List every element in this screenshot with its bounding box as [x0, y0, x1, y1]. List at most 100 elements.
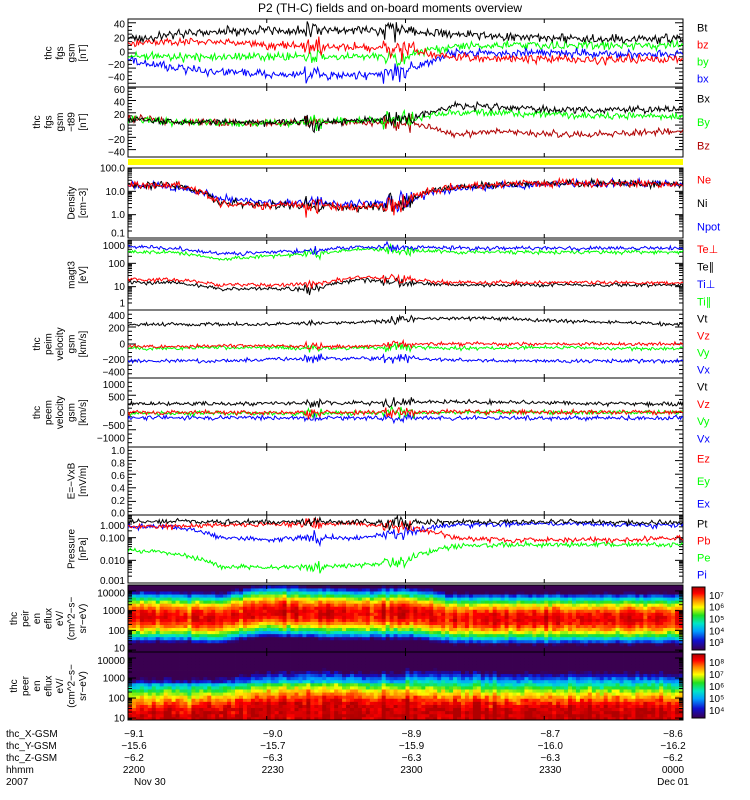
spectrogram-cell	[342, 701, 347, 705]
spectrogram-cell	[381, 594, 387, 598]
spectrogram-cell	[159, 689, 165, 693]
spectrogram-cell	[294, 652, 299, 656]
spectrogram-cell	[675, 618, 680, 622]
spectrogram-cell	[262, 686, 268, 690]
spectrogram-cell	[135, 689, 141, 693]
spectrogram-cell	[179, 701, 184, 705]
spectrogram-cell	[536, 618, 541, 622]
spectrogram-cell	[191, 621, 196, 625]
spectrogram-cell	[346, 624, 351, 629]
spectrogram-cell	[599, 600, 605, 604]
spectrogram-cell	[560, 630, 565, 635]
spectrogram-cell	[607, 615, 613, 619]
spectrogram-cell	[330, 615, 335, 619]
spectrogram-cell	[159, 682, 165, 687]
spectrogram-cell	[207, 612, 212, 616]
spectrogram-cell	[167, 633, 172, 638]
spectrogram-cell	[159, 652, 165, 656]
spectrogram-cell	[453, 609, 458, 613]
spectrogram-cell	[663, 585, 668, 589]
y-tick-label: 1.000	[100, 521, 125, 532]
spectrogram-cell	[143, 612, 149, 616]
spectrogram-cell	[254, 594, 260, 598]
spectrogram-cell	[330, 692, 335, 696]
spectrogram-cell	[179, 633, 184, 638]
spectrogram-cell	[583, 648, 589, 653]
spectrogram-cell	[405, 624, 410, 629]
spectrogram-cell	[556, 591, 561, 595]
spectrogram-cell	[223, 658, 228, 662]
spectrogram-cell	[235, 606, 240, 610]
spectrogram-cell	[575, 588, 581, 592]
spectrogram-cell	[147, 661, 153, 665]
spectrogram-cell	[266, 636, 272, 641]
spectrogram-cell	[591, 603, 597, 607]
spectrogram-cell	[619, 597, 624, 601]
spectrogram-cell	[516, 627, 521, 632]
spectrogram-cell	[365, 621, 371, 625]
spectrogram-cell	[147, 713, 153, 718]
spectrogram-cell	[540, 609, 545, 613]
spectrogram-cell	[679, 588, 684, 592]
legend-Bx: Bx	[697, 94, 710, 106]
spectrogram-cell	[298, 682, 303, 687]
spectrogram-cell	[350, 612, 355, 616]
spectrogram-cell	[675, 585, 680, 589]
spectrogram-cell	[286, 645, 291, 650]
spectrogram-cell	[219, 600, 224, 604]
spectrogram-cell	[195, 609, 200, 613]
spectrogram-cell	[155, 597, 161, 601]
spectrogram-cell	[199, 655, 204, 659]
spectrogram-cell	[334, 689, 339, 693]
spectrogram-cell	[282, 645, 287, 650]
spectrogram-cell	[619, 633, 624, 638]
spectrogram-cell	[179, 689, 184, 693]
spectrogram-cell	[147, 695, 153, 699]
spectrogram-cell	[611, 630, 616, 635]
spectrogram-cell	[472, 612, 478, 616]
spectrogram-cell	[350, 624, 355, 629]
spectrogram-cell	[139, 600, 145, 604]
spectrogram-cell	[278, 615, 283, 619]
spectrogram-cell	[405, 648, 410, 653]
spectrogram-cell	[195, 600, 200, 604]
spectrogram-cell	[151, 597, 157, 601]
spectrogram-cell	[643, 627, 648, 632]
spectrogram-cell	[528, 642, 533, 647]
spectrogram-cell	[179, 624, 184, 629]
spectrogram-cell	[409, 648, 414, 653]
spectrogram-cell	[163, 636, 169, 641]
spectrogram-cell	[219, 692, 224, 696]
spectrogram-cell	[445, 600, 450, 604]
spectrogram-cell	[270, 692, 276, 696]
spectrogram-cell	[437, 618, 442, 622]
spectrogram-cell	[231, 652, 236, 656]
spectrogram-cell	[397, 630, 402, 635]
spectrogram-cell	[266, 624, 272, 629]
spectrogram-cell	[294, 609, 299, 613]
spectrogram-cell	[183, 597, 188, 601]
spectrogram-cell	[516, 639, 521, 644]
spectrogram-cell	[579, 636, 585, 641]
spectrogram-cell	[183, 633, 188, 638]
spectrogram-cell	[207, 676, 212, 681]
spectrogram-cell	[512, 588, 517, 592]
spectrogram-cell	[211, 624, 216, 629]
spectrogram-cell	[179, 710, 184, 715]
spectrogram-cell	[135, 676, 141, 681]
spectrogram-cell	[599, 618, 605, 622]
spectrogram-cell	[262, 618, 268, 622]
spectrogram-cell	[195, 615, 200, 619]
spectrogram-cell	[235, 661, 240, 665]
spectrogram-cell	[421, 597, 426, 601]
y-axis-label: gsm	[67, 335, 78, 354]
spectrogram-cell	[417, 609, 422, 613]
spectrogram-cell	[595, 648, 601, 653]
spectrogram-cell	[199, 606, 204, 610]
spectrogram-cell	[254, 707, 260, 712]
spectrogram-cell	[203, 713, 208, 718]
spectrogram-cell	[544, 618, 549, 622]
spectrogram-cell	[330, 661, 335, 665]
spectrogram-cell	[147, 658, 153, 662]
spectrogram-cell	[207, 710, 212, 715]
